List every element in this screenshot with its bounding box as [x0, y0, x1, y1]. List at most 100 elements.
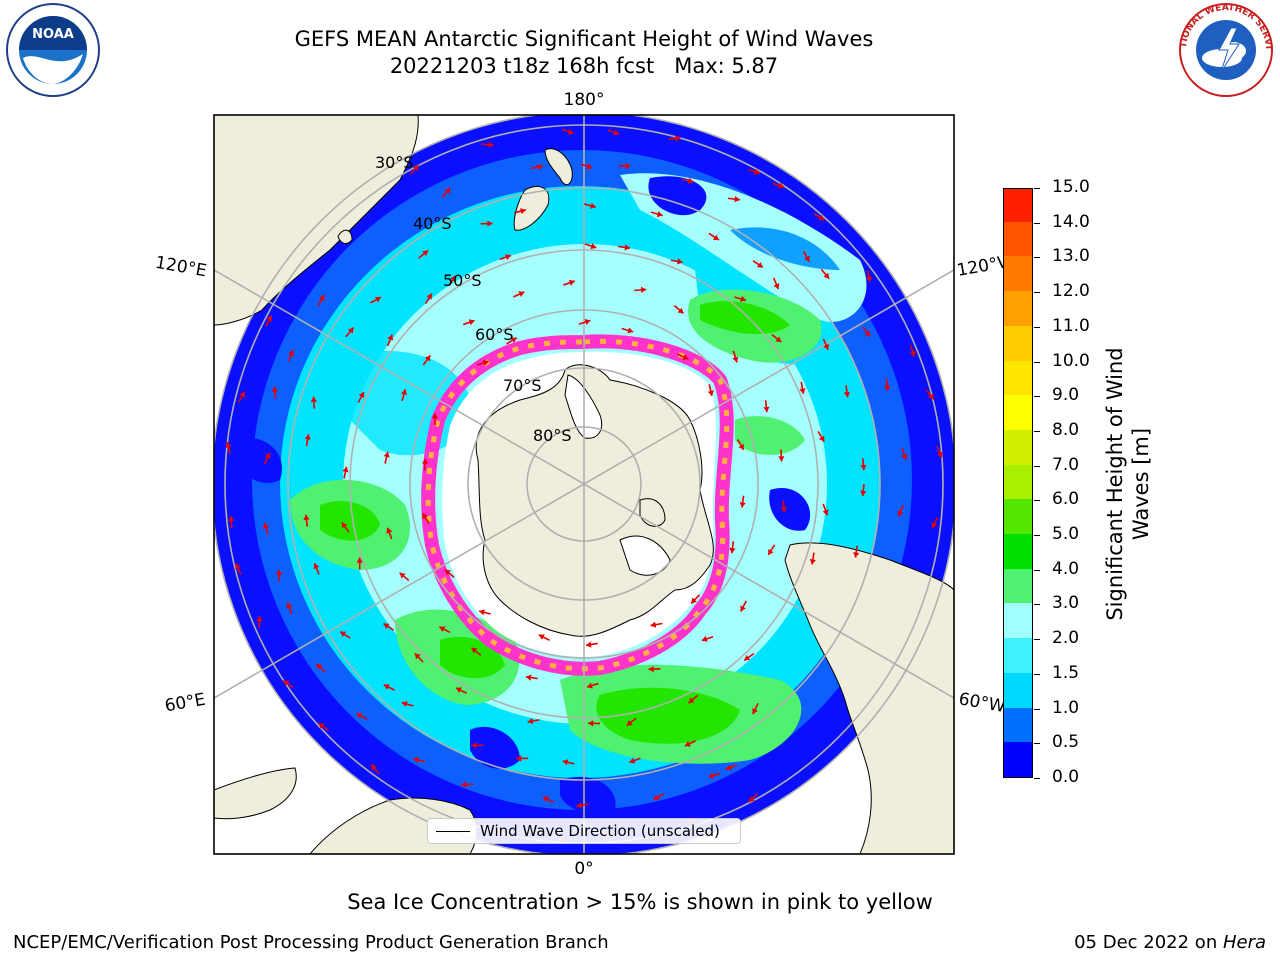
wind-wave-arrow-head — [527, 717, 534, 725]
colorbar-segment — [1004, 290, 1032, 326]
wind-wave-arrow-head — [823, 343, 830, 350]
wind-wave-arrow-head — [586, 682, 593, 689]
wind-wave-arrow-head — [518, 291, 525, 297]
colorbar-tick-label: 4.0 — [1052, 558, 1080, 579]
wind-wave-arrow-head — [701, 635, 708, 642]
wind-wave-arrow-head — [576, 802, 583, 809]
footer-machine: Hera — [1222, 932, 1266, 953]
wind-wave-arrow-head — [383, 684, 390, 690]
wind-wave-arrow-head — [738, 443, 744, 450]
wind-wave-arrow-head — [401, 701, 408, 708]
wind-wave-arrow-head — [525, 674, 532, 681]
wind-wave-arrow-head — [286, 602, 293, 609]
colorbar-tick-mark — [1034, 326, 1040, 328]
wind-wave-arrow-head — [740, 295, 746, 302]
wind-wave-arrow-head — [256, 615, 263, 621]
wind-wave-arrow-head — [386, 527, 393, 534]
colorbar-segment — [1004, 360, 1032, 396]
wind-wave-arrow-head — [648, 665, 654, 673]
wind-wave-arrow-head — [626, 720, 633, 726]
wind-wave-arrow-head — [479, 609, 485, 616]
wind-wave-arrow-head — [383, 623, 390, 629]
colorbar-tick-label: 8.0 — [1052, 419, 1080, 440]
wind-wave-arrow-head — [860, 490, 867, 496]
wind-wave-arrow-head — [712, 234, 719, 241]
colorbar-segment — [1004, 499, 1032, 535]
lat-label-30s: 30°S — [375, 153, 414, 172]
madagascar — [214, 767, 297, 820]
colorbar-tick-label: 11.0 — [1052, 315, 1090, 336]
wind-wave-arrow-head — [431, 413, 439, 419]
wind-wave-arrow-head — [303, 514, 310, 521]
weddell-ice-shelf — [619, 535, 671, 576]
colorbar-segment — [1004, 325, 1032, 361]
wind-wave-arrow-head — [341, 522, 348, 529]
wind-wave-arrow-head — [225, 442, 232, 448]
wind-wave-arrow-head — [262, 522, 269, 529]
colorbar — [1003, 188, 1033, 778]
wind-wave-arrow-head — [342, 466, 349, 473]
wind-wave-arrow-head — [677, 258, 683, 265]
lat-label-70s: 70°S — [503, 376, 542, 395]
lon-label-180: 180° — [564, 90, 605, 110]
wind-wave-arrow-head — [729, 547, 736, 554]
wind-wave-arrow-head — [656, 211, 663, 218]
wind-wave-arrow-head — [687, 177, 694, 184]
wind-wave-arrow-head — [487, 220, 493, 227]
colorbar-segment — [1004, 429, 1032, 465]
wind-wave-arrow-head — [383, 451, 390, 458]
wind-wave-arrow-head — [235, 563, 241, 570]
colorbar-tick-label: 13.0 — [1052, 246, 1090, 267]
wind-wave-arrow-head — [586, 163, 593, 170]
colorbar-tick-label: 12.0 — [1052, 281, 1090, 302]
wind-wave-arrow-head — [444, 187, 451, 194]
wind-wave-arrow-head — [823, 272, 830, 279]
colorbar-label: Significant Height of Wind Waves [m] — [1103, 347, 1153, 621]
wind-wave-arrow-head — [455, 687, 462, 693]
colorbar-tick-label: 15.0 — [1052, 177, 1090, 197]
wind-wave-arrow-head — [424, 355, 431, 362]
colorbar-tick-label: 1.0 — [1052, 697, 1080, 718]
colorbar-tick-mark — [1034, 604, 1040, 606]
wind-wave-arrow-head — [897, 510, 904, 517]
wind-wave-arrow-head — [304, 434, 311, 440]
wind-wave-arrow-head — [865, 276, 872, 282]
wind-wave-arrow-head — [734, 196, 740, 203]
wind-wave-arrow-head — [677, 307, 684, 314]
colorbar-segment — [1004, 742, 1032, 777]
wind-wave-arrow-head — [426, 293, 432, 300]
wind-wave-arrow-head — [640, 286, 647, 294]
wind-wave-arrow-head — [538, 634, 545, 640]
wind-wave-arrow-head — [748, 796, 755, 803]
wind-wave-arrow-head — [843, 391, 851, 398]
wind-wave-arrow-head — [585, 641, 592, 648]
south-america-landmass — [784, 542, 954, 854]
colorbar-tick-mark — [1034, 188, 1040, 189]
colorbar-tick-mark — [1034, 465, 1040, 467]
wind-wave-arrow-head — [387, 334, 394, 341]
lat-label-80s: 80°S — [533, 426, 572, 445]
noaa-logo-text: NOAA — [32, 27, 74, 42]
lon-label-0: 0° — [574, 859, 593, 879]
wind-wave-arrow-head — [804, 255, 810, 262]
wind-wave-arrow-head — [399, 572, 406, 579]
wind-wave-arrow-head — [778, 182, 785, 189]
wind-wave-arrow-head — [414, 653, 421, 660]
sea-ice-note: Sea Ice Concentration > 15% is shown in … — [347, 890, 933, 914]
wind-wave-arrow-head — [271, 386, 279, 393]
wind-wave-arrow-head — [356, 557, 363, 563]
wind-wave-arrow-head — [799, 388, 806, 394]
chart-subtitle: 20221203 t18z 168h fcst Max: 5.87 — [389, 54, 779, 78]
wind-wave-arrow-head — [708, 772, 715, 779]
colorbar-tick-mark — [1034, 257, 1040, 259]
wind-wave-arrow-head — [468, 319, 475, 326]
wind-wave-arrow-head — [276, 569, 283, 575]
wind-wave-arrow-head — [283, 680, 290, 686]
colorbar-tick-mark — [1034, 222, 1040, 224]
wind-wave-arrow-head — [624, 244, 631, 251]
colorbar-tick-mark — [1034, 778, 1040, 779]
map-frame — [213, 114, 955, 855]
colorbar-tick-mark — [1034, 743, 1040, 745]
tasmania — [337, 229, 353, 244]
wind-wave-arrow-head — [318, 723, 325, 729]
